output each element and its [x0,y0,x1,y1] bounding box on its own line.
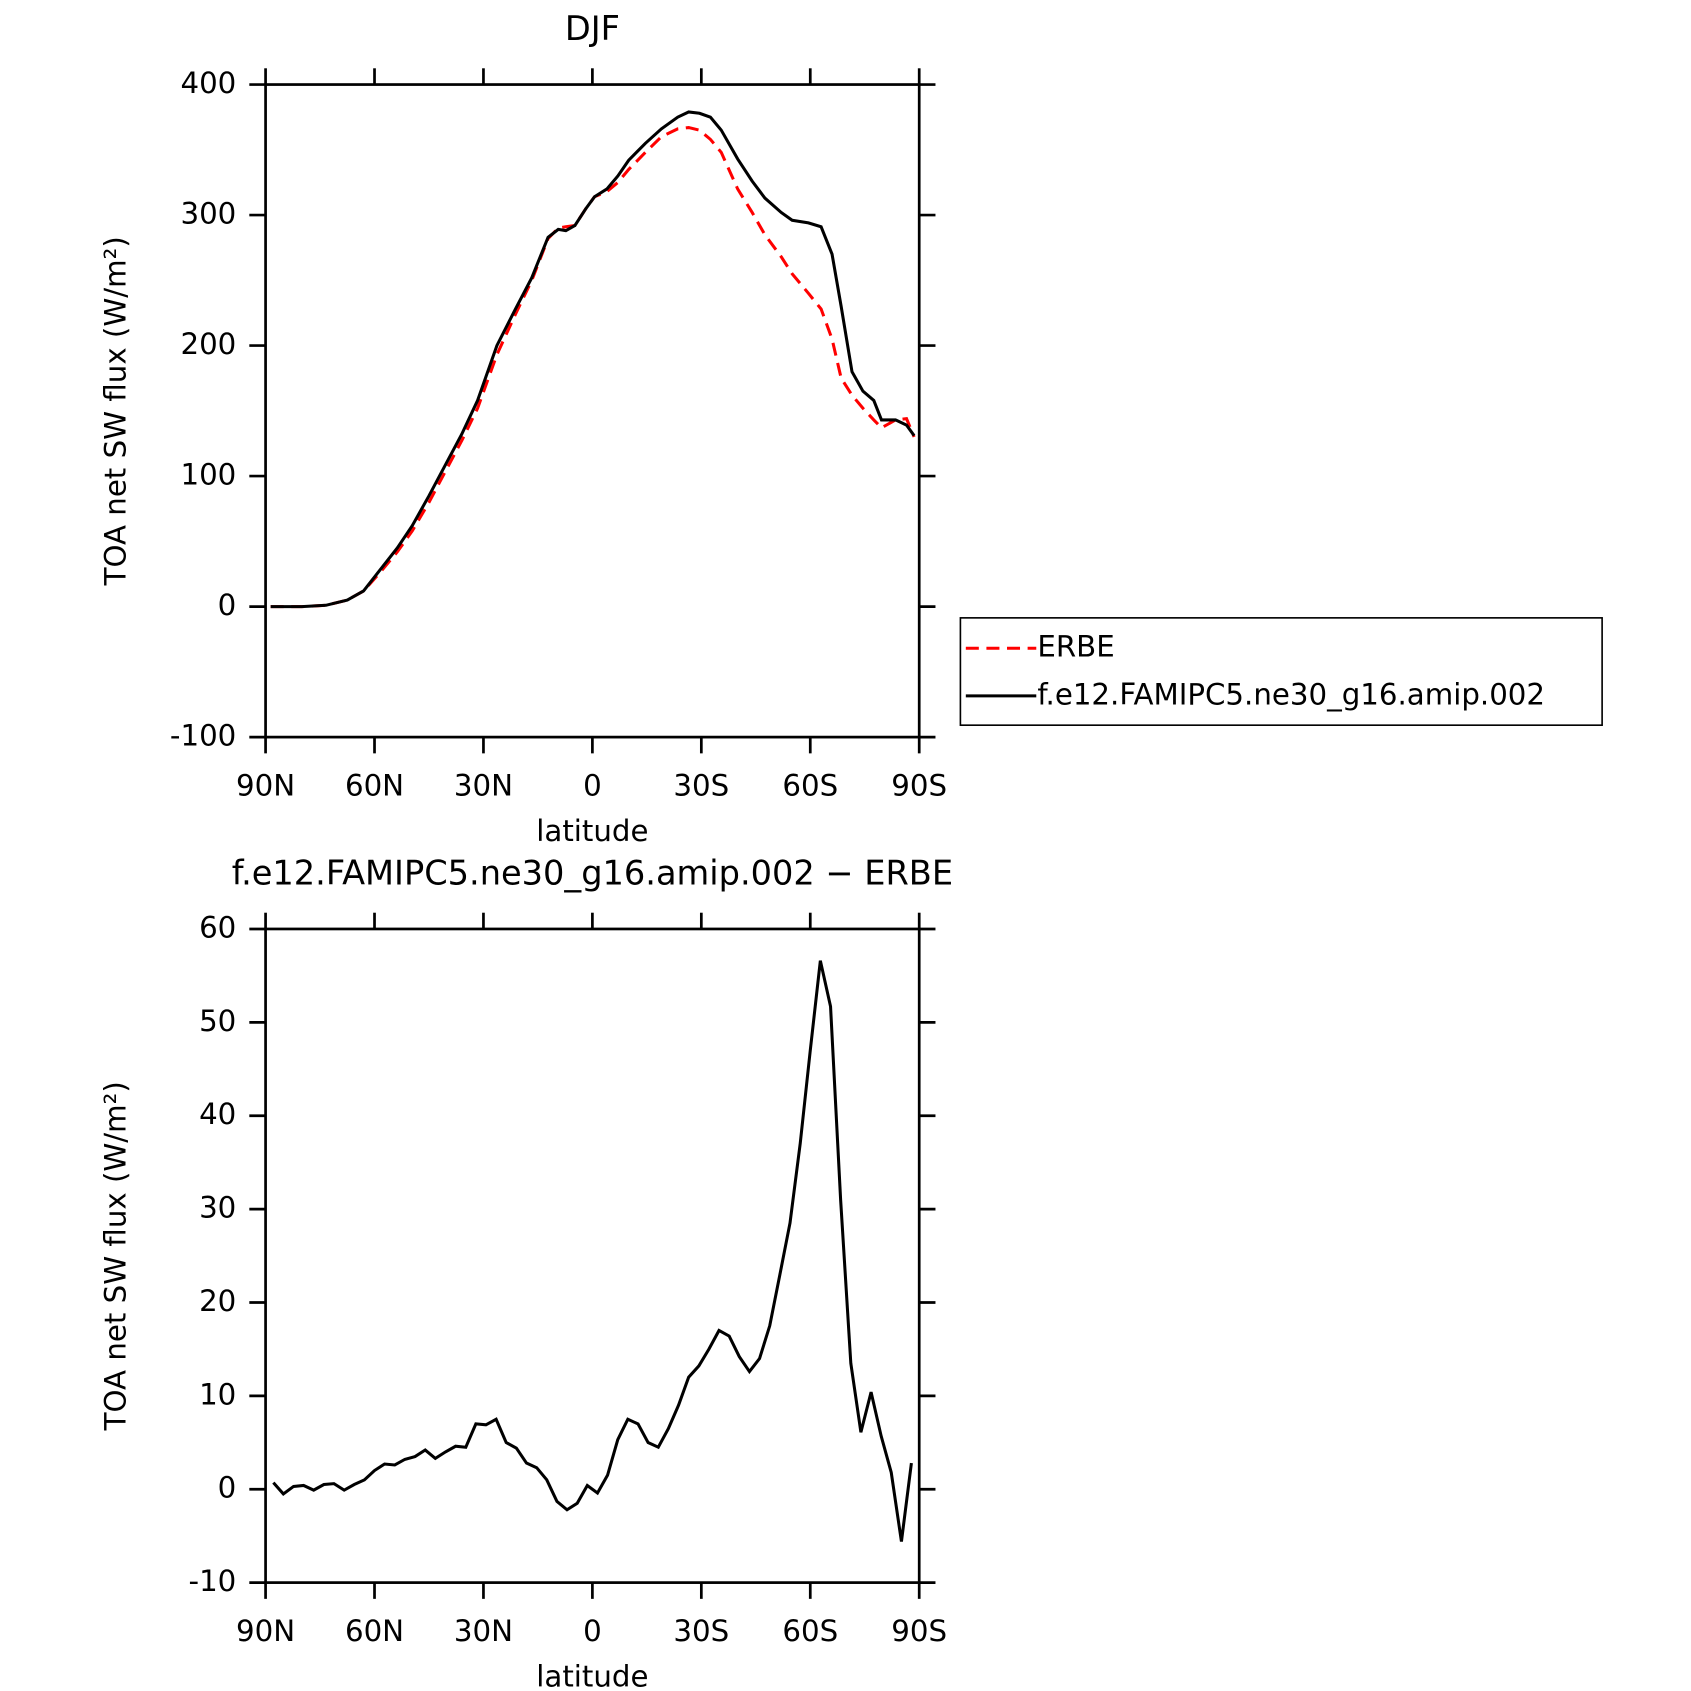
plot-frame [264,83,921,739]
x-tick-label: 60S [782,768,838,802]
data-line [270,126,916,609]
y-tick-label: 60 [199,910,236,944]
x-tick-label: 90N [236,768,295,802]
y-tick-label: 30 [199,1191,236,1225]
y-tick-label: 40 [199,1097,236,1131]
y-tick-label: 300 [180,197,236,231]
y-tick-label: 0 [218,588,237,622]
data-line [272,960,913,1542]
x-tick-label: 90N [236,1614,295,1648]
x-tick-label: 0 [583,1614,602,1648]
y-tick-label: 0 [218,1471,237,1505]
x-tick-label: 60N [345,768,404,802]
x-tick-label: 30S [673,1614,729,1648]
y-tick-label: -10 [189,1564,237,1598]
data-line [270,110,916,609]
x-tick-label: 30N [454,1614,513,1648]
chart-title: DJF [565,9,620,48]
x-axis-label: latitude [536,1659,648,1691]
chart-title: f.e12.FAMIPC5.ne30_g16.amip.002 − ERBE [232,853,953,892]
y-tick-label: 20 [199,1284,236,1318]
x-tick-label: 0 [583,768,602,802]
x-tick-label: 90S [891,1614,947,1648]
y-tick-label: 10 [199,1377,236,1411]
x-tick-label: 60S [782,1614,838,1648]
legend-label: ERBE [1037,630,1114,664]
y-axis-label: TOA net SW flux (W/m²) [99,236,133,586]
x-tick-label: 60N [345,1614,404,1648]
y-tick-label: 200 [180,327,236,361]
x-tick-label: 30S [673,768,729,802]
x-tick-label: 90S [891,768,947,802]
y-tick-label: 100 [180,458,236,492]
legend-box [959,617,1603,726]
y-tick-label: 50 [199,1004,236,1038]
y-axis-label: TOA net SW flux (W/m²) [99,1081,133,1431]
y-tick-label: -100 [170,719,236,753]
legend-label: f.e12.FAMIPC5.ne30_g16.amip.002 [1037,677,1545,711]
plot-frame [264,927,921,1584]
x-tick-label: 30N [454,768,513,802]
x-axis-label: latitude [536,814,648,848]
y-tick-label: 400 [180,66,236,100]
